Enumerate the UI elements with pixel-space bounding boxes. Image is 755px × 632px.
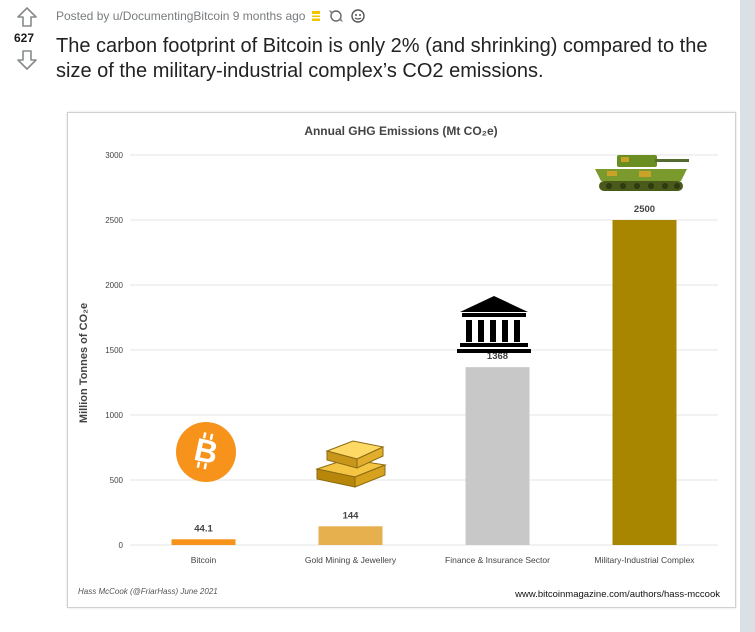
gold-bars-icon	[315, 440, 387, 488]
vote-score: 627	[13, 31, 35, 45]
y-tick-label: 0	[119, 541, 124, 550]
chart-credit: Hass McCook (@FriarHass) June 2021	[78, 587, 218, 596]
post-meta: Posted by u/DocumentingBitcoin 9 months …	[56, 8, 367, 24]
bar-value-label: 44.1	[194, 523, 213, 534]
downvote-arrow-icon[interactable]	[15, 49, 39, 71]
bitcoin-logo-icon: B	[176, 422, 236, 482]
x-tick-label: Finance & Insurance Sector	[445, 555, 550, 565]
x-tick-labels: Bitcoin Gold Mining & Jewellery Finance & …	[191, 555, 696, 565]
y-tick-label: 1000	[105, 411, 123, 420]
bar	[171, 539, 236, 545]
bar	[612, 220, 677, 545]
bar-value-label: 1368	[487, 351, 508, 362]
bar-chart: Annual GHG Emissions (Mt CO₂e) Million T…	[78, 124, 720, 600]
chart-title: Annual GHG Emissions (Mt CO₂e)	[304, 124, 497, 138]
y-axis-label: Million Tonnes of CO₂e	[78, 303, 90, 423]
value-labels: 44.1 144 1368 2500	[194, 204, 655, 534]
x-tick-label: Military-Industrial Complex	[594, 555, 695, 565]
y-tick-labels: 0 500 1000 1500 2000 2500 3000	[105, 151, 123, 550]
bar-value-label: 2500	[634, 204, 655, 215]
x-tick-label: Bitcoin	[191, 555, 217, 565]
award-icon[interactable]	[327, 8, 345, 24]
tank-icon	[595, 155, 689, 191]
award-icon[interactable]	[349, 8, 367, 24]
bars	[171, 220, 677, 545]
posted-by-text[interactable]: Posted by u/DocumentingBitcoin 9 months …	[56, 9, 306, 23]
y-tick-label: 2500	[105, 216, 123, 225]
bar-value-label: 144	[343, 510, 360, 521]
vote-column: 627	[8, 6, 46, 71]
chart-image[interactable]: Annual GHG Emissions (Mt CO₂e) Million T…	[67, 112, 736, 608]
award-icon[interactable]	[309, 9, 323, 23]
y-tick-label: 3000	[105, 151, 123, 160]
y-tick-label: 500	[110, 476, 124, 485]
post-title[interactable]: The carbon footprint of Bitcoin is only …	[56, 35, 708, 82]
bank-building-icon	[457, 296, 531, 353]
chart-source-url: www.bitcoinmagazine.com/authors/hass-mcc…	[514, 589, 720, 600]
x-tick-label: Gold Mining & Jewellery	[305, 555, 397, 565]
y-tick-label: 1500	[105, 346, 123, 355]
y-tick-label: 2000	[105, 281, 123, 290]
bar	[465, 367, 530, 545]
page-background-edge	[740, 0, 755, 632]
bar	[318, 526, 383, 545]
upvote-arrow-icon[interactable]	[15, 6, 39, 28]
